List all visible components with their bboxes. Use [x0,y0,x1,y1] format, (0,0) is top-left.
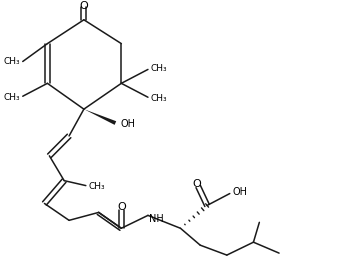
Text: CH₃: CH₃ [3,57,20,66]
Text: CH₃: CH₃ [3,93,20,102]
Text: O: O [117,202,126,213]
Text: O: O [80,1,88,11]
Text: NH: NH [149,214,164,224]
Text: OH: OH [120,119,135,129]
Polygon shape [84,109,116,125]
Text: CH₃: CH₃ [89,182,105,191]
Text: OH: OH [233,187,248,196]
Text: CH₃: CH₃ [151,64,167,73]
Text: CH₃: CH₃ [151,94,167,103]
Text: O: O [192,178,201,189]
